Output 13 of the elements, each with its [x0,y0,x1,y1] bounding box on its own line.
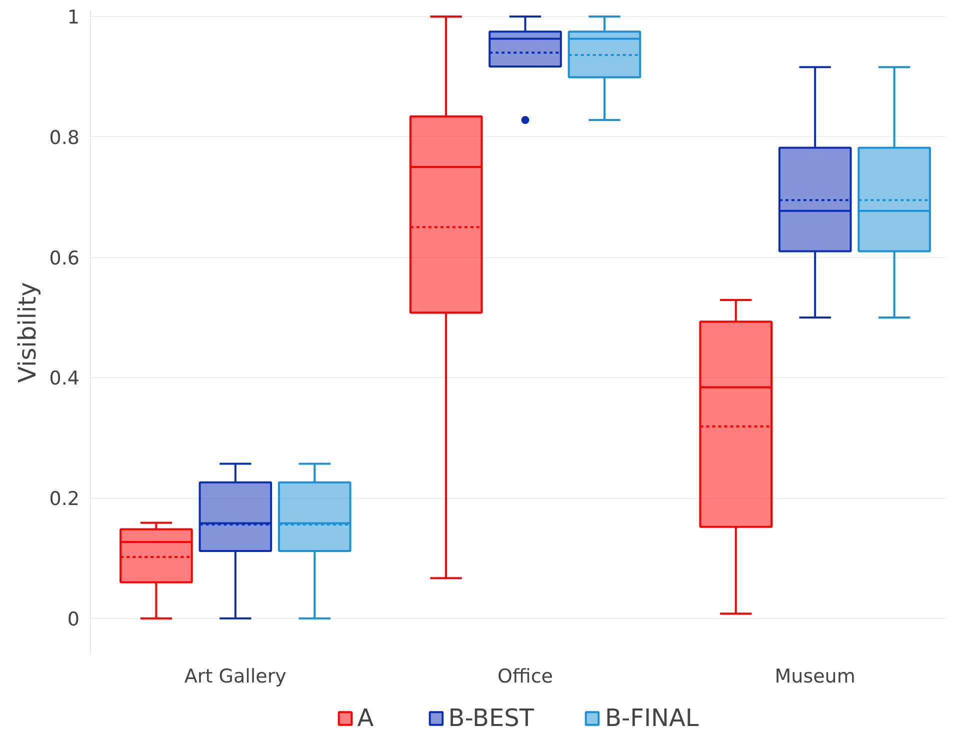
y-tick-label: 0 [67,608,80,630]
legend-label: A [357,704,375,732]
y-tick-label: 0.8 [49,126,80,149]
legend-label: B-FINAL [605,704,699,732]
y-tick-label: 0.4 [49,368,80,390]
y-axis-title: Visibility [13,282,42,383]
legend-label: B-BEST [448,704,534,732]
y-tick-label: 1 [67,6,80,29]
y-tick-label: 0.2 [49,488,80,510]
x-tick-label: Office [498,666,553,688]
x-tick-label: Museum [774,666,856,688]
y-tick-label: 0.6 [49,247,80,270]
x-tick-label: Art Gallery [184,666,286,688]
